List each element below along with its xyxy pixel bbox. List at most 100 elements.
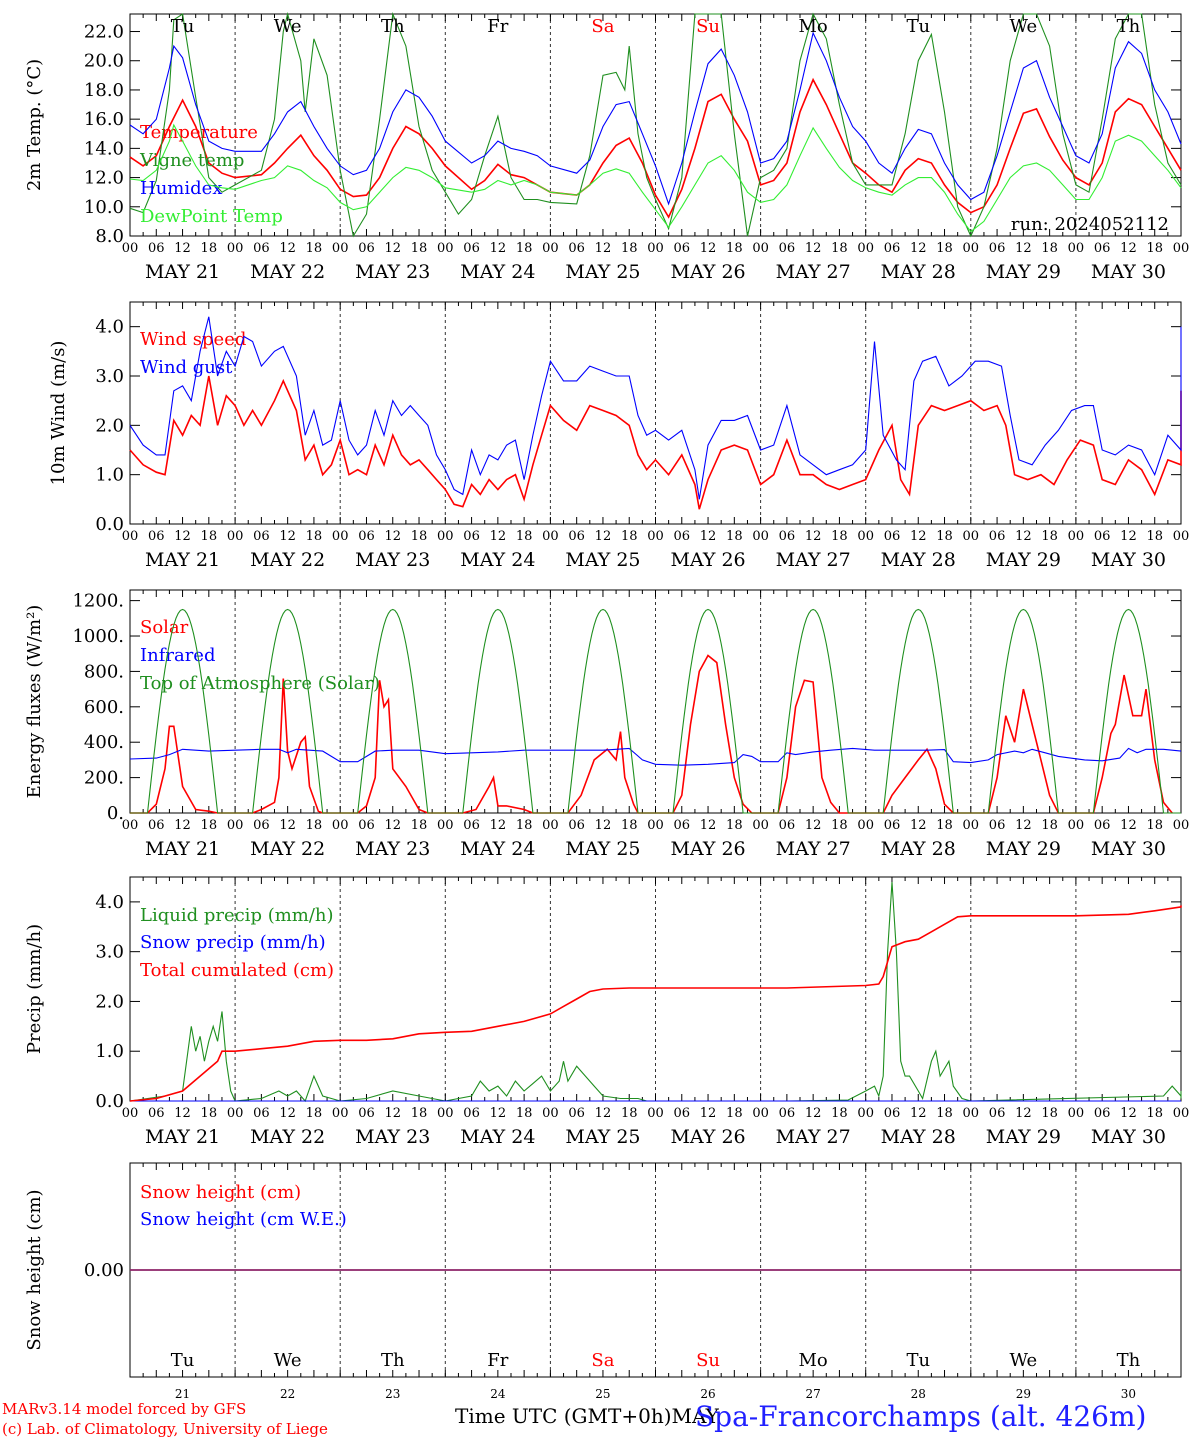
hour-tick-label: 18	[516, 241, 533, 256]
y-axis-label: Snow height (cm)	[24, 1189, 45, 1350]
hour-tick-label: 06	[463, 1106, 480, 1121]
date-label: MAY 26	[670, 1126, 745, 1148]
x-axis-label: Time UTC (GMT+0h)MAY	[455, 1404, 719, 1428]
hour-tick-label: 06	[884, 241, 901, 256]
hour-tick-label: 12	[700, 818, 717, 833]
hour-tick-label: 12	[595, 529, 612, 544]
hour-tick-label: 00	[542, 1106, 559, 1121]
hour-tick-label: 06	[253, 529, 270, 544]
hour-tick-label: 18	[306, 529, 323, 544]
y-tick-label: 0.	[107, 803, 124, 824]
hour-tick-label: 18	[726, 529, 743, 544]
hour-tick-label: 00	[542, 241, 559, 256]
hour-tick-label: 18	[936, 241, 953, 256]
y-axis-label: Energy fluxes (W/m²)	[24, 605, 45, 799]
date-label: MAY 23	[355, 261, 430, 283]
y-tick-label: 3.0	[95, 942, 124, 963]
y-axis-label: 10m Wind (m/s)	[48, 341, 69, 486]
hour-tick-label: 12	[384, 1106, 401, 1121]
day-number-label: 21	[175, 1387, 190, 1401]
hour-tick-label: 06	[1094, 529, 1111, 544]
date-label: MAY 29	[986, 838, 1061, 860]
y-axis-label: 2m Temp. (°C)	[24, 59, 45, 191]
hour-tick-label: 18	[201, 241, 218, 256]
weekday-label: Sa	[591, 1350, 614, 1371]
hour-tick-label: 00	[752, 241, 769, 256]
hour-tick-label: 06	[358, 529, 375, 544]
hour-tick-label: 06	[674, 241, 691, 256]
hour-tick-label: 00	[122, 818, 139, 833]
y-tick-label: 2.0	[95, 991, 124, 1012]
hour-tick-label: 12	[384, 818, 401, 833]
hour-tick-label: 06	[989, 1106, 1006, 1121]
hour-tick-label: 06	[779, 818, 796, 833]
hour-tick-label: 12	[1015, 818, 1032, 833]
hour-tick-label: 18	[1146, 241, 1163, 256]
weekday-label: Su	[696, 16, 720, 37]
hour-tick-label: 00	[332, 241, 349, 256]
hour-tick-label: 00	[857, 241, 874, 256]
day-number-label: 24	[490, 1387, 506, 1401]
hour-tick-label: 00	[963, 1106, 980, 1121]
y-tick-label: 10.0	[84, 197, 124, 218]
panel-frame	[129, 589, 1182, 814]
legend-entry: Humidex	[140, 178, 222, 199]
hour-tick-label: 12	[700, 1106, 717, 1121]
hour-tick-label: 06	[148, 529, 165, 544]
hour-tick-label: 00	[227, 529, 244, 544]
date-label: MAY 25	[565, 838, 640, 860]
hour-tick-label: 12	[1120, 818, 1137, 833]
date-label: MAY 30	[1091, 549, 1166, 571]
hour-tick-label: 18	[726, 818, 743, 833]
date-label: MAY 28	[881, 838, 956, 860]
hour-tick-label: 12	[910, 529, 927, 544]
hour-tick-label: 18	[516, 1106, 533, 1121]
y-tick-label: 3.0	[95, 366, 124, 387]
hour-tick-label: 12	[279, 241, 296, 256]
y-tick-label: 14.0	[84, 138, 124, 159]
series-line	[129, 905, 1182, 1102]
date-label: MAY 29	[986, 549, 1061, 571]
hour-tick-label: 18	[1146, 818, 1163, 833]
day-number-label: 30	[1121, 1387, 1136, 1401]
date-label: MAY 25	[565, 1126, 640, 1148]
legend-entry: Total cumulated (cm)	[140, 960, 334, 981]
hour-tick-label: 00	[963, 818, 980, 833]
y-tick-label: 20.0	[84, 51, 124, 72]
hour-tick-label: 18	[621, 529, 638, 544]
date-label: MAY 25	[565, 261, 640, 283]
hour-tick-label: 18	[1041, 241, 1058, 256]
hour-tick-label: 06	[253, 1106, 270, 1121]
weekday-label: Th	[381, 16, 405, 37]
weekday-label: We	[274, 16, 302, 37]
hour-tick-label: 00	[1068, 529, 1085, 544]
hour-tick-label: 18	[831, 1106, 848, 1121]
lab-credit: (c) Lab. of Climatology, University of L…	[2, 1420, 328, 1438]
hour-tick-label: 12	[910, 1106, 927, 1121]
hour-tick-label: 12	[174, 241, 191, 256]
hour-tick-label: 12	[805, 241, 822, 256]
hour-tick-label: 00	[332, 818, 349, 833]
legend-entry: Snow height (cm W.E.)	[140, 1209, 347, 1230]
date-label: MAY 21	[145, 549, 220, 571]
hour-tick-label: 12	[279, 818, 296, 833]
legend-entry: Vigne temp	[139, 150, 244, 171]
hour-tick-label: 06	[358, 1106, 375, 1121]
legend-entry: Top of Atmosphere (Solar)	[140, 673, 380, 694]
date-label: MAY 25	[565, 549, 640, 571]
hour-tick-label: 18	[516, 529, 533, 544]
hour-tick-label: 06	[148, 1106, 165, 1121]
hour-tick-label: 06	[884, 529, 901, 544]
date-label: MAY 24	[460, 1126, 535, 1148]
hour-tick-label: 12	[490, 1106, 507, 1121]
y-tick-label: 0.00	[84, 1260, 124, 1281]
hour-tick-label: 18	[831, 818, 848, 833]
hour-tick-label: 06	[674, 529, 691, 544]
series-line	[129, 31, 1182, 206]
day-number-label: 23	[385, 1387, 400, 1401]
hour-tick-label: 06	[674, 1106, 691, 1121]
series-line	[130, 654, 1173, 814]
date-label: MAY 27	[776, 549, 851, 571]
hour-tick-label: 12	[174, 1106, 191, 1121]
date-label: MAY 22	[250, 261, 325, 283]
